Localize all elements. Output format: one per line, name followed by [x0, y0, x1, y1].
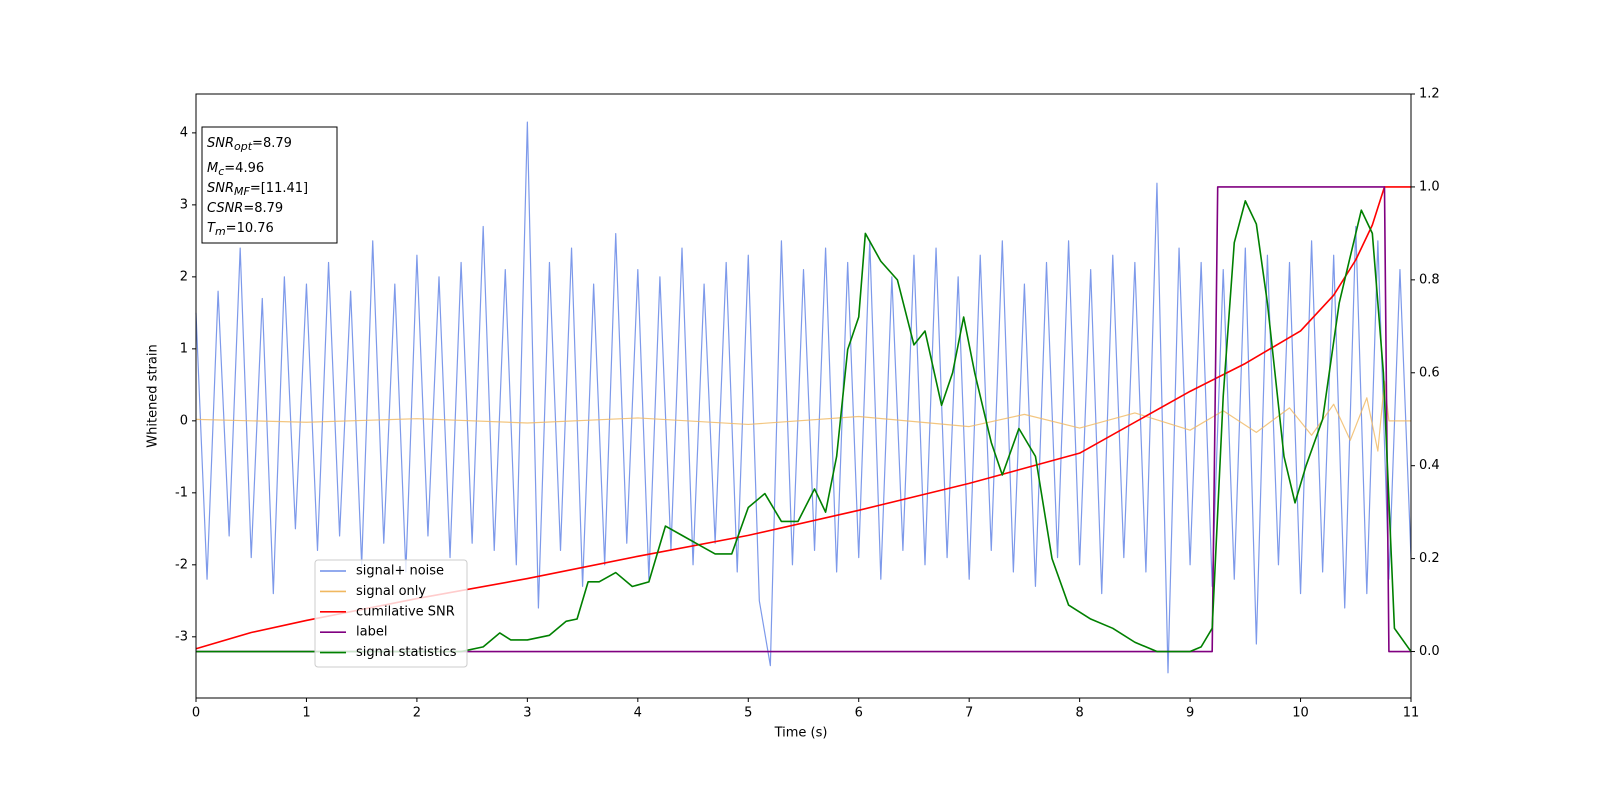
y-tick-label: 2: [180, 269, 188, 284]
annotation-rest: =8.79: [243, 201, 283, 216]
annotation-sub: c: [218, 165, 224, 178]
annotation: SNRopt=8.79Mc=4.96SNRMF=[11.41]CSNR=8.79…: [207, 136, 308, 239]
annotation-sub: m: [215, 225, 226, 238]
y2-tick-label: 0.4: [1419, 458, 1440, 473]
x-tick-label: 3: [523, 706, 531, 721]
legend-label: signal+ noise: [356, 564, 444, 579]
series-line: [196, 186, 1411, 653]
x-tick-label: 1: [302, 706, 310, 721]
annotation-line: CSNR=8.79: [207, 201, 283, 216]
x-tick-label: 5: [744, 706, 752, 721]
x-axis-label: Time (s): [774, 726, 828, 741]
x-tick-label: 4: [634, 706, 642, 721]
y-tick-label: 1: [180, 341, 188, 356]
y2-tick-label: 1.2: [1419, 87, 1440, 102]
y-tick-label: 4: [180, 125, 188, 140]
y-axis-label: Whitened strain: [146, 344, 161, 447]
annotation-line: SNRMF=[11.41]: [207, 181, 308, 199]
series-line: [196, 200, 1412, 653]
y2-tick-label: 0.0: [1419, 644, 1440, 659]
annotation-main: M: [207, 161, 218, 176]
legend-label: label: [356, 625, 387, 640]
x-tick-label: 11: [1403, 706, 1420, 721]
y-tick-label: 0: [180, 413, 188, 428]
annotation-main: T: [207, 221, 216, 236]
y-tick-label: -3: [175, 629, 188, 644]
legend-label: signal only: [356, 584, 426, 599]
legend-label: cumilative SNR: [356, 604, 455, 619]
annotation-main: CSNR: [207, 201, 243, 216]
x-tick-label: 2: [413, 706, 421, 721]
annotation-sub: MF: [234, 185, 250, 198]
y-tick-label: -2: [175, 557, 188, 572]
y2-tick-label: 0.2: [1419, 551, 1440, 566]
x-tick-label: 8: [1075, 706, 1083, 721]
annotation-box: [201, 126, 338, 244]
legend-label: signal statistics: [356, 645, 457, 660]
x-tick-label: 6: [855, 706, 863, 721]
annotation-main: SNR: [207, 136, 234, 151]
legend-entries: signal+ noise signal only cumilative SNR la…: [320, 564, 457, 660]
annotation-rest: =[11.41]: [250, 181, 308, 196]
x-tick-label: 9: [1186, 706, 1194, 721]
annotation-line: Mc=4.96: [207, 161, 264, 179]
y2-tick-label: 0.8: [1419, 272, 1440, 287]
annotation-sub: opt: [234, 140, 253, 153]
x-tick-label: 0: [192, 706, 200, 721]
y2-tick-label: 0.6: [1419, 365, 1440, 380]
axes-frame: [195, 93, 1412, 699]
annotation-line: SNRopt=8.79: [207, 136, 292, 154]
y-tick-label: 3: [180, 197, 188, 212]
legend: [314, 559, 468, 668]
series-line: [195, 380, 1411, 452]
annotation-line: Tm=10.76: [207, 221, 274, 239]
annotation-main: SNR: [207, 181, 234, 196]
annotation-rest: =8.79: [252, 136, 292, 151]
annotation-rest: =4.96: [224, 161, 264, 176]
x-tick-label: 7: [965, 706, 973, 721]
series-line: [195, 121, 1412, 674]
y2-tick-label: 1.0: [1419, 179, 1440, 194]
y-tick-label: -1: [175, 485, 188, 500]
annotation-rest: =10.76: [226, 221, 274, 236]
x-tick-label: 10: [1292, 706, 1309, 721]
